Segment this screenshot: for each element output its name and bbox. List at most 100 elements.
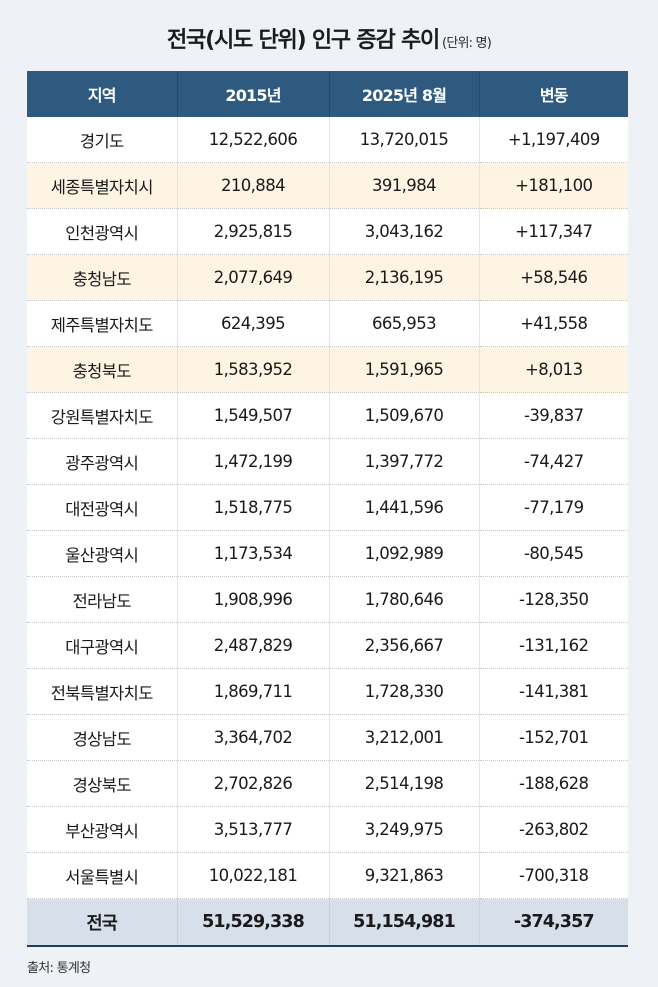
cell-change: -131,162 — [479, 622, 628, 669]
cell-change: -700,318 — [479, 852, 628, 899]
cell-region: 광주광역시 — [27, 438, 178, 485]
cell-2015: 210,884 — [177, 162, 330, 209]
cell-region: 강원특별자치도 — [27, 392, 178, 439]
table-row: 전북특별자치도 1,869,711 1,728,330 -141,381 — [27, 668, 628, 715]
total-region: 전국 — [27, 898, 178, 947]
cell-region: 세종특별자치시 — [27, 162, 178, 209]
cell-region: 충청남도 — [27, 254, 178, 301]
cell-change: +41,558 — [479, 300, 628, 347]
cell-2015: 2,487,829 — [177, 622, 330, 669]
cell-2025-08: 665,953 — [329, 300, 480, 347]
table-row: 강원특별자치도 1,549,507 1,509,670 -39,837 — [27, 392, 628, 439]
cell-region: 제주특별자치도 — [27, 300, 178, 347]
cell-2025-08: 2,136,195 — [329, 254, 480, 301]
cell-2025-08: 3,212,001 — [329, 714, 480, 761]
cell-2015: 2,702,826 — [177, 760, 330, 807]
cell-2015: 1,908,996 — [177, 576, 330, 623]
cell-change: +1,197,409 — [479, 117, 628, 163]
header-2015: 2015년 — [177, 71, 330, 117]
cell-region: 대구광역시 — [27, 622, 178, 669]
header-region: 지역 — [27, 71, 178, 117]
cell-region: 경상북도 — [27, 760, 178, 807]
cell-region: 인천광역시 — [27, 208, 178, 255]
cell-2015: 1,518,775 — [177, 484, 330, 531]
table-row: 대구광역시 2,487,829 2,356,667 -131,162 — [27, 622, 628, 669]
total-2025-08: 51,154,981 — [329, 898, 480, 947]
cell-change: -39,837 — [479, 392, 628, 439]
cell-region: 전북특별자치도 — [27, 668, 178, 715]
cell-2025-08: 2,356,667 — [329, 622, 480, 669]
source-note: 출처: 통계청 — [27, 961, 91, 976]
table-row: 경상남도 3,364,702 3,212,001 -152,701 — [27, 714, 628, 761]
cell-2025-08: 3,043,162 — [329, 208, 480, 255]
table-row: 제주특별자치도 624,395 665,953 +41,558 — [27, 300, 628, 347]
cell-2025-08: 1,397,772 — [329, 438, 480, 485]
header-2025-08: 2025년 8월 — [329, 71, 480, 117]
header-change: 변동 — [479, 71, 628, 117]
cell-2015: 624,395 — [177, 300, 330, 347]
cell-change: -128,350 — [479, 576, 628, 623]
cell-region: 부산광역시 — [27, 806, 178, 853]
cell-2025-08: 3,249,975 — [329, 806, 480, 853]
cell-change: +117,347 — [479, 208, 628, 255]
title-main: 전국(시도 단위) 인구 증감 추이 — [167, 28, 440, 53]
cell-2015: 2,925,815 — [177, 208, 330, 255]
cell-change: -77,179 — [479, 484, 628, 531]
cell-change: -152,701 — [479, 714, 628, 761]
cell-2025-08: 13,720,015 — [329, 117, 480, 163]
cell-2025-08: 1,092,989 — [329, 530, 480, 577]
cell-change: +58,546 — [479, 254, 628, 301]
cell-2025-08: 1,728,330 — [329, 668, 480, 715]
cell-2015: 1,583,952 — [177, 346, 330, 393]
cell-2025-08: 1,591,965 — [329, 346, 480, 393]
cell-region: 울산광역시 — [27, 530, 178, 577]
table-row-highlighted: 세종특별자치시 210,884 391,984 +181,100 — [27, 162, 628, 209]
cell-region: 충청북도 — [27, 346, 178, 393]
total-change: -374,357 — [479, 898, 628, 947]
cell-2015: 1,472,199 — [177, 438, 330, 485]
cell-2015: 12,522,606 — [177, 117, 330, 163]
cell-2025-08: 391,984 — [329, 162, 480, 209]
cell-change: -188,628 — [479, 760, 628, 807]
cell-2025-08: 9,321,863 — [329, 852, 480, 899]
cell-change: -263,802 — [479, 806, 628, 853]
table-header-row: 지역 2015년 2025년 8월 변동 — [27, 71, 628, 117]
cell-2025-08: 1,780,646 — [329, 576, 480, 623]
population-table: 지역 2015년 2025년 8월 변동 경기도 12,522,606 13,7… — [27, 71, 628, 947]
cell-2015: 3,513,777 — [177, 806, 330, 853]
cell-2015: 1,173,534 — [177, 530, 330, 577]
table-row: 부산광역시 3,513,777 3,249,975 -263,802 — [27, 806, 628, 853]
cell-2015: 3,364,702 — [177, 714, 330, 761]
table-row: 서울특별시 10,022,181 9,321,863 -700,318 — [27, 852, 628, 899]
cell-2015: 1,869,711 — [177, 668, 330, 715]
table-row-highlighted: 충청남도 2,077,649 2,136,195 +58,546 — [27, 254, 628, 301]
cell-change: -80,545 — [479, 530, 628, 577]
table-row: 인천광역시 2,925,815 3,043,162 +117,347 — [27, 208, 628, 255]
cell-region: 서울특별시 — [27, 852, 178, 899]
table-row-highlighted: 충청북도 1,583,952 1,591,965 +8,013 — [27, 346, 628, 393]
table-row: 광주광역시 1,472,199 1,397,772 -74,427 — [27, 438, 628, 485]
cell-change: -74,427 — [479, 438, 628, 485]
cell-change: +8,013 — [479, 346, 628, 393]
cell-2015: 2,077,649 — [177, 254, 330, 301]
table-row: 울산광역시 1,173,534 1,092,989 -80,545 — [27, 530, 628, 577]
cell-2025-08: 1,509,670 — [329, 392, 480, 439]
cell-region: 경기도 — [27, 117, 178, 163]
table-row: 경상북도 2,702,826 2,514,198 -188,628 — [27, 760, 628, 807]
cell-region: 전라남도 — [27, 576, 178, 623]
cell-2025-08: 2,514,198 — [329, 760, 480, 807]
table-row: 경기도 12,522,606 13,720,015 +1,197,409 — [27, 117, 628, 163]
table-row: 전라남도 1,908,996 1,780,646 -128,350 — [27, 576, 628, 623]
cell-region: 경상남도 — [27, 714, 178, 761]
cell-change: +181,100 — [479, 162, 628, 209]
table-total-row: 전국 51,529,338 51,154,981 -374,357 — [27, 898, 628, 947]
cell-region: 대전광역시 — [27, 484, 178, 531]
chart-title: 전국(시도 단위) 인구 증감 추이 (단위: 명) — [0, 22, 658, 54]
cell-change: -141,381 — [479, 668, 628, 715]
table-row: 대전광역시 1,518,775 1,441,596 -77,179 — [27, 484, 628, 531]
cell-2015: 1,549,507 — [177, 392, 330, 439]
cell-2015: 10,022,181 — [177, 852, 330, 899]
total-2015: 51,529,338 — [177, 898, 330, 947]
title-unit: (단위: 명) — [442, 36, 492, 51]
cell-2025-08: 1,441,596 — [329, 484, 480, 531]
